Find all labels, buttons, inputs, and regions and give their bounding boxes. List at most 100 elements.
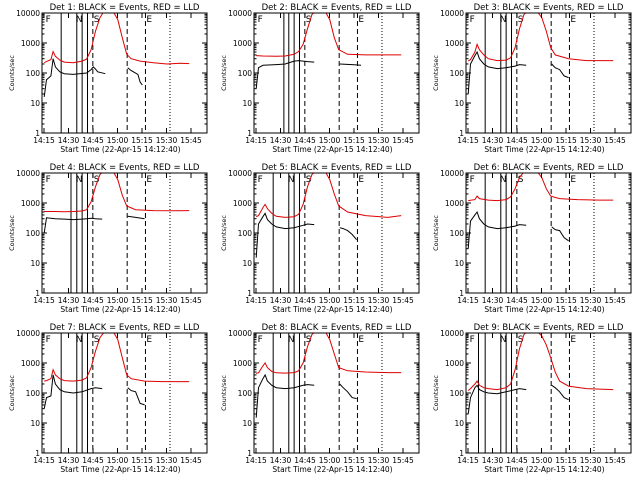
x-tick-label: 15:00 bbox=[319, 456, 341, 465]
marker-label: N bbox=[500, 175, 507, 185]
y-tick-label: 10 bbox=[242, 419, 252, 428]
events-series-line bbox=[43, 58, 143, 97]
y-axis-label: Counts/sec bbox=[8, 55, 16, 91]
y-tick-label: 10 bbox=[242, 99, 252, 108]
marker-label: F bbox=[470, 335, 475, 345]
marker-label: S bbox=[306, 175, 312, 185]
marker-lines bbox=[60, 13, 171, 133]
marker-label: N bbox=[76, 335, 83, 345]
y-tick-label: 1 bbox=[247, 129, 252, 138]
x-axis-label: Start Time (22-Apr-15 14:12:40) bbox=[60, 305, 180, 314]
marker-label: S bbox=[306, 335, 312, 345]
x-tick-label: 15:15 bbox=[343, 136, 365, 145]
lld-series-line bbox=[467, 333, 614, 391]
y-tick-label: 1000 bbox=[445, 39, 464, 48]
marker-label: E bbox=[146, 15, 152, 25]
x-axis-label: Start Time (22-Apr-15 14:12:40) bbox=[484, 465, 604, 474]
y-tick-label: 10 bbox=[454, 259, 464, 268]
plot-frame bbox=[41, 12, 208, 134]
marker-label: F bbox=[258, 175, 263, 185]
x-tick-label: 15:15 bbox=[131, 456, 153, 465]
y-tick-label: 1000 bbox=[445, 199, 464, 208]
marker-label: N bbox=[76, 15, 83, 25]
x-tick-label: 14:45 bbox=[506, 296, 528, 305]
marker-label: S bbox=[518, 175, 524, 185]
y-tick-label: 10 bbox=[454, 99, 464, 108]
y-axis-label: Counts/sec bbox=[220, 55, 228, 91]
x-tick-label: 14:15 bbox=[245, 136, 267, 145]
x-tick-label: 15:30 bbox=[580, 296, 602, 305]
x-tick-label: 15:00 bbox=[531, 136, 553, 145]
y-tick-label: 1000 bbox=[445, 359, 464, 368]
panel-title: Det 1: BLACK = Events, RED = LLD bbox=[50, 3, 200, 13]
plot-frame bbox=[41, 332, 208, 454]
plot-frame bbox=[253, 12, 420, 134]
x-tick-label: 15:15 bbox=[131, 296, 153, 305]
x-tick-label: 15:30 bbox=[368, 456, 390, 465]
panel-title: Det 9: BLACK = Events, RED = LLD bbox=[474, 323, 624, 333]
lld-series-line bbox=[468, 173, 614, 202]
x-tick-label: 15:00 bbox=[531, 296, 553, 305]
x-tick-label: 14:45 bbox=[294, 136, 316, 145]
lld-series-line bbox=[44, 333, 190, 383]
x-tick-label: 14:45 bbox=[82, 296, 104, 305]
plot-frame bbox=[465, 12, 632, 134]
y-tick-label: 1 bbox=[35, 289, 40, 298]
panel-title: Det 6: BLACK = Events, RED = LLD bbox=[474, 163, 624, 173]
y-axis-label: Counts/sec bbox=[432, 215, 440, 251]
x-tick-label: 14:15 bbox=[457, 296, 479, 305]
events-series-line bbox=[467, 384, 569, 415]
y-tick-label: 1000 bbox=[233, 39, 252, 48]
y-tick-label: 1000 bbox=[233, 359, 252, 368]
detector-panel-4: Det 4: BLACK = Events, RED = LLD F N S E 1 10 1… bbox=[8, 163, 208, 314]
x-axis-label: Start Time (22-Apr-15 14:12:40) bbox=[272, 305, 392, 314]
y-tick-label: 10000 bbox=[16, 169, 40, 178]
y-tick-label: 100 bbox=[450, 69, 465, 78]
y-tick-label: 10000 bbox=[228, 169, 252, 178]
panel-title: Det 8: BLACK = Events, RED = LLD bbox=[262, 323, 412, 333]
x-tick-label: 14:45 bbox=[506, 136, 528, 145]
y-tick-label: 1 bbox=[459, 129, 464, 138]
x-tick-label: 14:15 bbox=[33, 296, 55, 305]
marker-label: F bbox=[258, 335, 263, 345]
x-tick-label: 14:15 bbox=[457, 136, 479, 145]
x-tick-label: 15:45 bbox=[392, 136, 414, 145]
y-tick-label: 1000 bbox=[21, 39, 40, 48]
x-tick-label: 15:30 bbox=[580, 456, 602, 465]
marker-label: F bbox=[470, 15, 475, 25]
marker-lines bbox=[484, 173, 595, 293]
y-tick-label: 100 bbox=[450, 229, 465, 238]
x-tick-label: 15:00 bbox=[107, 136, 129, 145]
detector-panel-8: Det 8: BLACK = Events, RED = LLD F N S E 1 10 1… bbox=[220, 323, 420, 474]
panel-title: Det 5: BLACK = Events, RED = LLD bbox=[262, 163, 412, 173]
x-tick-label: 14:30 bbox=[270, 296, 292, 305]
y-tick-label: 100 bbox=[450, 389, 465, 398]
marker-label: E bbox=[358, 335, 364, 345]
y-tick-label: 1000 bbox=[233, 199, 252, 208]
x-axis-label: Start Time (22-Apr-15 14:12:40) bbox=[60, 145, 180, 154]
marker-label: F bbox=[46, 15, 51, 25]
events-series-line bbox=[467, 210, 569, 249]
lld-series-line bbox=[43, 13, 190, 65]
x-tick-label: 15:45 bbox=[604, 136, 626, 145]
x-tick-label: 14:30 bbox=[58, 136, 80, 145]
panel-title: Det 2: BLACK = Events, RED = LLD bbox=[262, 3, 412, 13]
x-tick-label: 14:45 bbox=[82, 136, 104, 145]
y-tick-label: 10 bbox=[30, 259, 40, 268]
plot-frame bbox=[253, 332, 420, 454]
x-axis-label: Start Time (22-Apr-15 14:12:40) bbox=[484, 305, 604, 314]
y-tick-label: 1 bbox=[35, 129, 40, 138]
marker-label: N bbox=[288, 335, 295, 345]
y-tick-label: 1000 bbox=[21, 359, 40, 368]
y-tick-label: 10 bbox=[30, 99, 40, 108]
x-tick-label: 14:30 bbox=[482, 456, 504, 465]
y-tick-label: 100 bbox=[238, 389, 253, 398]
x-tick-label: 15:30 bbox=[580, 136, 602, 145]
marker-lines bbox=[283, 13, 383, 133]
events-series-line bbox=[467, 50, 569, 95]
x-tick-label: 15:45 bbox=[604, 296, 626, 305]
x-tick-label: 14:30 bbox=[270, 456, 292, 465]
x-tick-label: 14:45 bbox=[506, 456, 528, 465]
marker-label: E bbox=[570, 15, 576, 25]
x-tick-label: 14:30 bbox=[270, 136, 292, 145]
